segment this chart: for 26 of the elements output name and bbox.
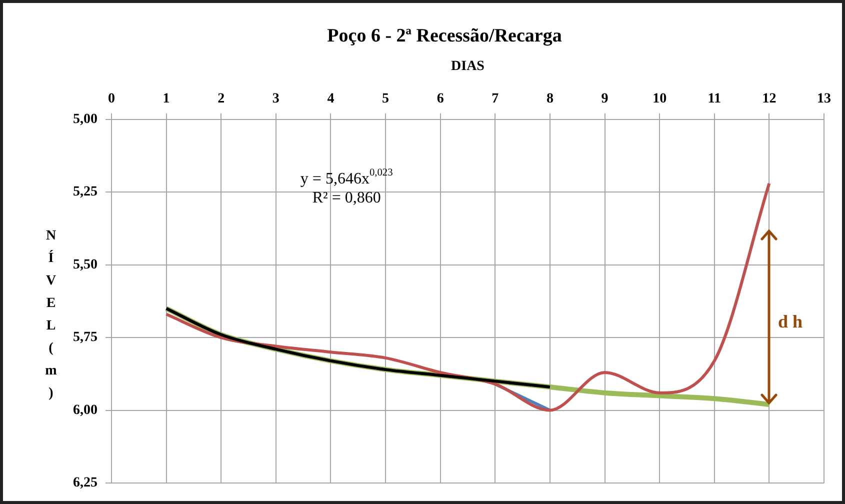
x-tick-label: 0 — [108, 92, 115, 107]
x-tick-label: 11 — [708, 92, 721, 107]
x-tick-label: 5 — [382, 92, 390, 107]
x-tick-label: 12 — [762, 92, 776, 107]
x-tick-label: 4 — [327, 92, 334, 107]
line-series — [164, 306, 552, 389]
x-tick-label: 9 — [601, 92, 608, 107]
x-axis-title: DIAS — [451, 58, 485, 74]
y-tick-label: 5,50 — [73, 257, 98, 272]
x-tick-label: 10 — [652, 92, 667, 107]
chart-title: Poço 6 - 2ª Recessão/Recarga — [327, 25, 562, 46]
x-tick-label: 7 — [492, 92, 499, 107]
annotation: R² = 0,860 — [312, 190, 381, 207]
annotation: d h — [778, 312, 803, 332]
x-tick-label: 8 — [546, 92, 554, 107]
y-tick-label: 6,00 — [73, 402, 98, 418]
y-tick-label: 5,25 — [73, 184, 98, 200]
x-tick-label: 2 — [218, 92, 225, 107]
x-tick-label: 3 — [272, 92, 280, 107]
y-tick-label: 5,75 — [73, 330, 98, 346]
x-tick-label: 1 — [162, 92, 170, 107]
y-axis-title: NÍVEL ( m) — [45, 228, 58, 402]
x-tick-label: 6 — [436, 92, 444, 107]
x-tick-label: 13 — [817, 92, 831, 107]
y-tick-label: 6,25 — [73, 476, 98, 491]
y-tick-label: 5,00 — [73, 112, 98, 128]
